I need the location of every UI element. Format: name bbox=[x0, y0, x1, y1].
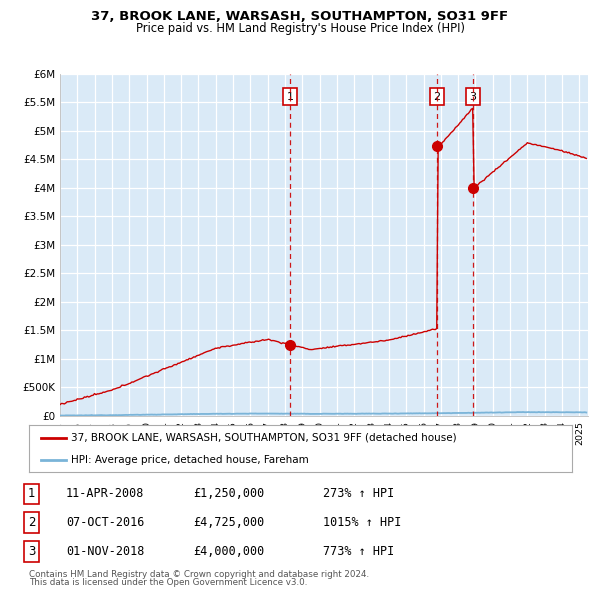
Text: 11-APR-2008: 11-APR-2008 bbox=[66, 487, 145, 500]
Text: 01-NOV-2018: 01-NOV-2018 bbox=[66, 545, 145, 558]
Text: 773% ↑ HPI: 773% ↑ HPI bbox=[323, 545, 394, 558]
Text: HPI: Average price, detached house, Fareham: HPI: Average price, detached house, Fare… bbox=[71, 455, 309, 465]
Text: £4,725,000: £4,725,000 bbox=[193, 516, 264, 529]
Text: £1,250,000: £1,250,000 bbox=[193, 487, 264, 500]
Text: 3: 3 bbox=[469, 91, 476, 101]
Text: Contains HM Land Registry data © Crown copyright and database right 2024.: Contains HM Land Registry data © Crown c… bbox=[29, 570, 369, 579]
Text: 1: 1 bbox=[28, 487, 35, 500]
Text: 1: 1 bbox=[286, 91, 293, 101]
Text: This data is licensed under the Open Government Licence v3.0.: This data is licensed under the Open Gov… bbox=[29, 578, 307, 587]
Text: 2: 2 bbox=[28, 516, 35, 529]
Text: 3: 3 bbox=[28, 545, 35, 558]
Text: £4,000,000: £4,000,000 bbox=[193, 545, 264, 558]
Text: 37, BROOK LANE, WARSASH, SOUTHAMPTON, SO31 9FF (detached house): 37, BROOK LANE, WARSASH, SOUTHAMPTON, SO… bbox=[71, 432, 457, 442]
Text: 37, BROOK LANE, WARSASH, SOUTHAMPTON, SO31 9FF: 37, BROOK LANE, WARSASH, SOUTHAMPTON, SO… bbox=[91, 10, 509, 23]
Text: 07-OCT-2016: 07-OCT-2016 bbox=[66, 516, 145, 529]
Text: 1015% ↑ HPI: 1015% ↑ HPI bbox=[323, 516, 401, 529]
Text: 273% ↑ HPI: 273% ↑ HPI bbox=[323, 487, 394, 500]
Text: 2: 2 bbox=[433, 91, 440, 101]
Text: Price paid vs. HM Land Registry's House Price Index (HPI): Price paid vs. HM Land Registry's House … bbox=[136, 22, 464, 35]
